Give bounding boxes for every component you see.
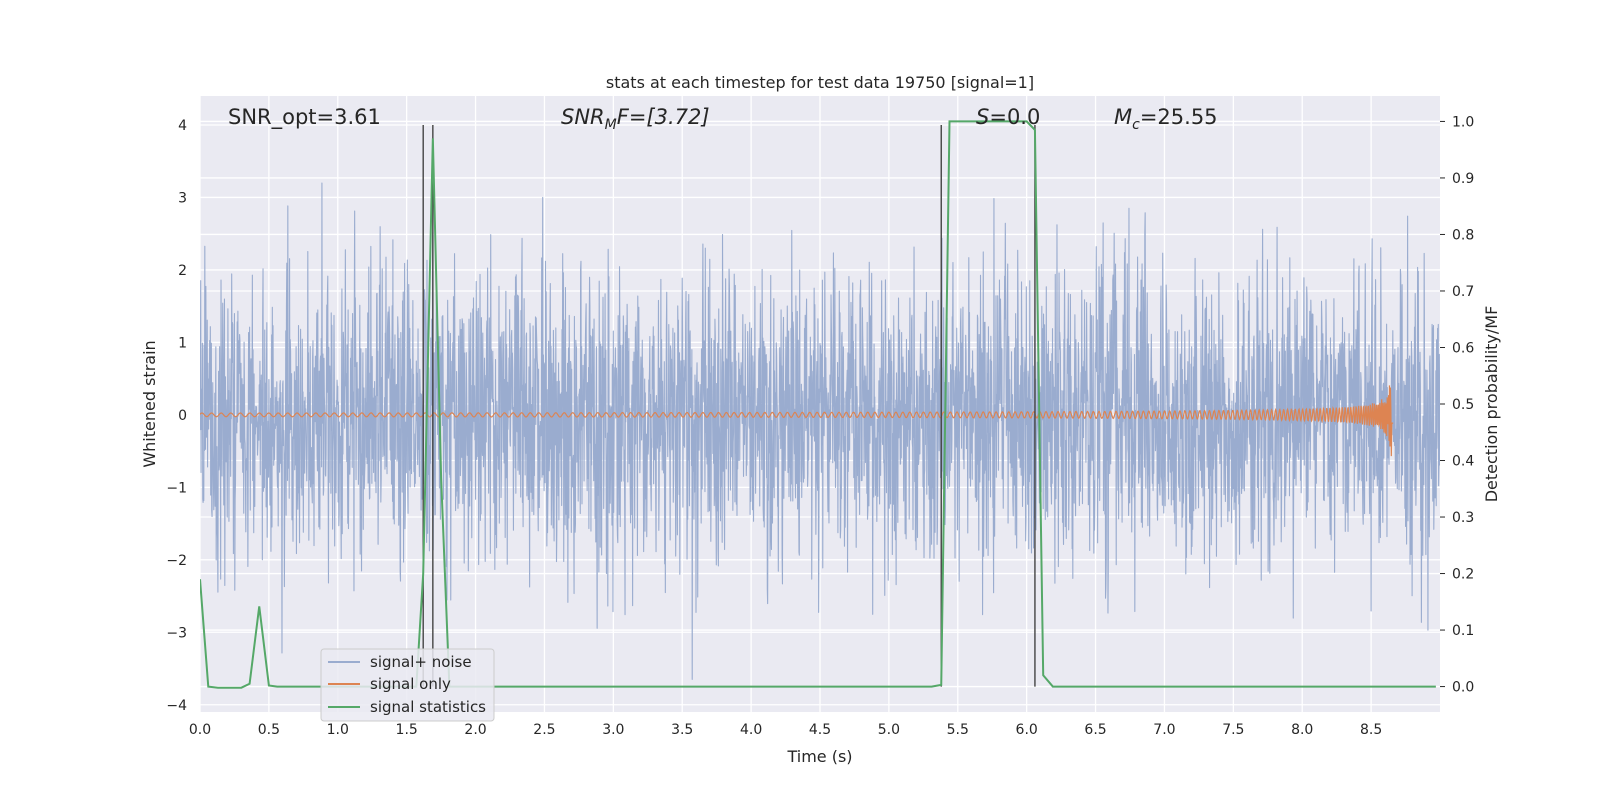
y-tick-labels-right: 0.0 0.1 0.2 0.3 0.4 0.5 0.6 0.7 0.8 0.9 1.0 — [1440, 114, 1474, 696]
y-tick-label-right: 0.4 — [1452, 454, 1474, 470]
y-tick-label-right: 0.1 — [1452, 623, 1474, 639]
annotation-mc-sub: c — [1132, 117, 1140, 133]
y-tick-label-right: 0.8 — [1452, 227, 1474, 243]
legend-label-signal-only: signal only — [370, 675, 451, 693]
x-tick-label: 6.0 — [1016, 722, 1038, 738]
y-tick-label-right: 0.9 — [1452, 171, 1474, 187]
x-tick-label: 5.0 — [878, 722, 900, 738]
y-tick-label-right: 0.6 — [1452, 340, 1474, 356]
legend-box — [320, 648, 495, 722]
y-tick-label-left: −1 — [166, 480, 187, 496]
y-tick-label-right: 0.7 — [1452, 284, 1474, 300]
x-tick-label: 8.0 — [1291, 722, 1313, 738]
y-tick-label-left: −3 — [166, 625, 187, 641]
annotation-snr-mf-sub: M — [605, 117, 617, 133]
y-tick-label-right: 0.5 — [1452, 397, 1474, 413]
series-signal-statistics-line — [200, 120, 1436, 689]
x-tick-labels: 0.0 0.5 1.0 1.5 2.0 2.5 3.0 3.5 4.0 4.5 5.0 5.5 6.0 6… — [189, 722, 1382, 738]
x-tick-label: 3.5 — [671, 722, 693, 738]
y-tick-label-right: 1.0 — [1452, 114, 1474, 130]
x-tick-label: 6.5 — [1084, 722, 1106, 738]
annotation-snr-mf: SNRMF=[3.72] — [561, 105, 710, 133]
y-tick-label-right: 0.3 — [1452, 510, 1474, 526]
annotation-s-main: S — [976, 105, 989, 129]
y-tick-label-left: 1 — [178, 335, 187, 351]
y-tick-label-right: 0.0 — [1452, 680, 1474, 696]
x-axis-label: Time (s) — [786, 747, 852, 766]
y-tick-label-left: 4 — [178, 118, 187, 134]
y-tick-label-right: 0.2 — [1452, 567, 1474, 583]
y-tick-label-left: 2 — [178, 263, 187, 279]
x-tick-label: 7.5 — [1222, 722, 1244, 738]
x-tick-label: 1.5 — [396, 722, 418, 738]
y-tick-label-left: 0 — [178, 408, 187, 424]
x-tick-label: 7.0 — [1153, 722, 1175, 738]
annotation-snr-mf-rest: F=[3.72] — [617, 105, 710, 129]
y-tick-label-left: −4 — [166, 698, 187, 714]
series-signal-noise-line — [200, 182, 1440, 680]
annotation-mc-main: M — [1114, 105, 1132, 129]
y-tick-label-left: −2 — [166, 553, 187, 569]
y-axis-label-right: Detection probability/MF — [1482, 306, 1501, 503]
x-tick-label: 1.0 — [327, 722, 349, 738]
legend: signal+ noise signal only signal statist… — [320, 648, 495, 722]
y-axis-label-left: Whitened strain — [140, 340, 159, 467]
legend-label-signal-statistics: signal statistics — [370, 698, 486, 716]
x-tick-label: 2.5 — [533, 722, 555, 738]
x-tick-label: 3.0 — [602, 722, 624, 738]
annotation-snr-mf-main: SNR — [561, 105, 605, 129]
x-tick-label: 0.0 — [189, 722, 211, 738]
series-signal-only-line — [200, 385, 1394, 457]
x-tick-label: 4.5 — [809, 722, 831, 738]
x-tick-label: 8.5 — [1360, 722, 1382, 738]
x-tick-label: 5.5 — [947, 722, 969, 738]
annotation-snr-opt: SNR_opt=3.61 — [228, 105, 381, 130]
vertical-markers — [422, 124, 1036, 687]
x-tick-label: 2.0 — [464, 722, 486, 738]
y-tick-label-left: 3 — [178, 190, 187, 206]
annotation-s: S=0.0 — [976, 105, 1040, 129]
x-tick-label: 4.0 — [740, 722, 762, 738]
chart-title: stats at each timestep for test data 197… — [606, 73, 1034, 92]
annotation-mc: Mc=25.55 — [1114, 105, 1218, 133]
x-tick-label: 0.5 — [258, 722, 280, 738]
annotation-mc-rest: =25.55 — [1140, 105, 1218, 129]
annotation-s-rest: =0.0 — [989, 105, 1040, 129]
y-tick-labels-left: −4 −3 −2 −1 0 1 2 3 4 — [166, 118, 187, 714]
legend-label-signal-noise: signal+ noise — [370, 653, 472, 671]
